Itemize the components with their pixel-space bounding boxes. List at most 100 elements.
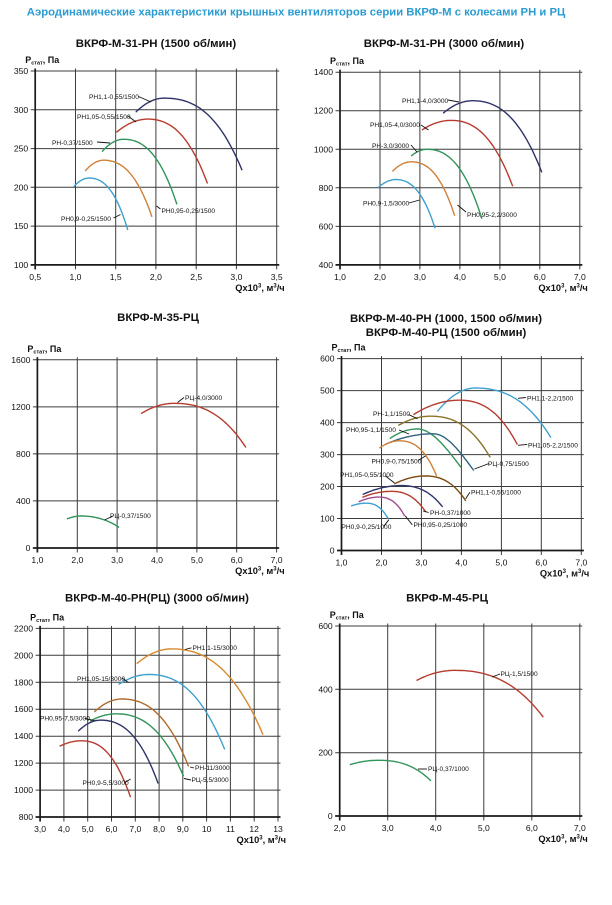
svg-text:РН0,9-0,75/1500: РН0,9-0,75/1500	[372, 459, 422, 466]
svg-text:РЦ-0,37/1000: РЦ-0,37/1000	[428, 766, 469, 773]
svg-text:200: 200	[320, 482, 335, 492]
svg-text:11: 11	[226, 824, 235, 834]
svg-text:ВКРФ-М-40-РН (1000, 1500 об/ми: ВКРФ-М-40-РН (1000, 1500 об/мин)	[350, 313, 542, 325]
svg-text:0,5: 0,5	[29, 272, 41, 282]
svg-text:РН1,1-4,0/3000: РН1,1-4,0/3000	[402, 98, 449, 105]
svg-text:1,0: 1,0	[336, 558, 348, 568]
svg-text:ВКРФ-М-35-РЦ: ВКРФ-М-35-РЦ	[117, 312, 199, 324]
svg-text:350: 350	[14, 66, 29, 76]
svg-text:Qх103, м3/ч: Qх103, м3/ч	[540, 569, 589, 579]
svg-text:Qх103, м3/ч: Qх103, м3/ч	[235, 566, 284, 576]
svg-text:9,0: 9,0	[177, 824, 189, 834]
svg-text:150: 150	[14, 221, 29, 231]
svg-text:13: 13	[273, 824, 283, 834]
svg-text:2,0: 2,0	[71, 555, 83, 565]
svg-text:РН1,05-2,2/1500: РН1,05-2,2/1500	[528, 443, 578, 450]
svg-text:7,0: 7,0	[574, 272, 586, 282]
svg-text:4,0: 4,0	[58, 824, 70, 834]
svg-text:3,0: 3,0	[111, 555, 123, 565]
svg-text:6,0: 6,0	[106, 824, 118, 834]
svg-text:РН1,1-0,55/1500: РН1,1-0,55/1500	[89, 94, 139, 101]
svg-text:500: 500	[320, 386, 335, 396]
svg-text:1,5: 1,5	[110, 272, 122, 282]
svg-text:Qх103, м3/ч: Qх103, м3/ч	[538, 283, 587, 293]
svg-text:7,0: 7,0	[129, 824, 141, 834]
svg-text:Рстат, Па: Рстат, Па	[330, 610, 365, 622]
svg-text:Рстат, Па: Рстат, Па	[27, 344, 62, 356]
svg-text:ВКРФ-М-40-РЦ (1500 об/мин): ВКРФ-М-40-РЦ (1500 об/мин)	[366, 327, 527, 339]
svg-text:6,0: 6,0	[526, 823, 538, 833]
svg-text:РН1,1-15/3000: РН1,1-15/3000	[193, 645, 238, 652]
svg-text:1,0: 1,0	[334, 272, 346, 282]
svg-text:РН0,9-5,5/3000: РН0,9-5,5/3000	[83, 780, 130, 787]
svg-text:300: 300	[14, 105, 29, 115]
svg-text:Аэродинамические характеристик: Аэродинамические характеристики крышных …	[27, 7, 566, 19]
svg-text:1200: 1200	[11, 402, 30, 412]
svg-text:6,0: 6,0	[231, 555, 243, 565]
svg-text:РЦ-1,5/1500: РЦ-1,5/1500	[501, 671, 538, 678]
svg-text:7,0: 7,0	[574, 823, 586, 833]
svg-text:Рстат, Па: Рстат, Па	[30, 612, 65, 624]
svg-text:5,0: 5,0	[191, 555, 203, 565]
svg-text:5,0: 5,0	[495, 558, 507, 568]
svg-text:1000: 1000	[14, 785, 33, 795]
svg-text:ВКРФ-М-31-РН (1500 об/мин): ВКРФ-М-31-РН (1500 об/мин)	[76, 38, 237, 50]
svg-text:1600: 1600	[11, 355, 30, 365]
svg-text:РН1,05-0,55/1000: РН1,05-0,55/1000	[340, 472, 394, 479]
svg-text:100: 100	[320, 514, 335, 524]
svg-text:РН0,9-1,5/3000: РН0,9-1,5/3000	[363, 201, 410, 208]
svg-text:400: 400	[320, 418, 335, 428]
svg-text:7,0: 7,0	[271, 555, 283, 565]
svg-text:1800: 1800	[14, 677, 33, 687]
svg-text:РН1,05-15/3000: РН1,05-15/3000	[77, 676, 125, 683]
svg-text:2200: 2200	[14, 623, 33, 633]
svg-text:3,0: 3,0	[230, 272, 242, 282]
svg-text:800: 800	[16, 449, 31, 459]
svg-text:ВКРФ-М-45-РЦ: ВКРФ-М-45-РЦ	[406, 593, 488, 605]
svg-text:ВКРФ-М-31-РН (3000 об/мин): ВКРФ-М-31-РН (3000 об/мин)	[364, 38, 525, 50]
svg-text:10: 10	[202, 824, 212, 834]
svg-text:РН-0,37/1500: РН-0,37/1500	[52, 140, 93, 147]
svg-text:6,0: 6,0	[534, 272, 546, 282]
svg-text:600: 600	[319, 221, 334, 231]
svg-text:Qх103, м3/ч: Qх103, м3/ч	[237, 835, 286, 845]
svg-text:300: 300	[320, 450, 335, 460]
svg-text:3,0: 3,0	[414, 272, 426, 282]
svg-text:250: 250	[14, 144, 29, 154]
svg-text:5,0: 5,0	[82, 824, 94, 834]
svg-text:РН0,9-0,25/1000: РН0,9-0,25/1000	[342, 524, 392, 531]
svg-text:РН-3,0/3000: РН-3,0/3000	[372, 143, 409, 150]
svg-text:Рстат, Па: Рстат, Па	[25, 55, 60, 67]
svg-text:4,0: 4,0	[454, 272, 466, 282]
svg-text:2,0: 2,0	[150, 272, 162, 282]
svg-text:1000: 1000	[314, 144, 333, 154]
svg-text:600: 600	[320, 354, 335, 364]
svg-text:Qх103, м3/ч: Qх103, м3/ч	[235, 283, 284, 293]
svg-text:РН0,95-2,2/3000: РН0,95-2,2/3000	[467, 212, 517, 219]
svg-text:РН0,95-7,5/3000: РН0,95-7,5/3000	[40, 716, 90, 723]
svg-text:5,0: 5,0	[478, 823, 490, 833]
svg-text:800: 800	[319, 183, 334, 193]
svg-text:РН-11/3000: РН-11/3000	[195, 765, 230, 772]
svg-text:3,0: 3,0	[34, 824, 46, 834]
svg-text:1,0: 1,0	[70, 272, 82, 282]
svg-text:1600: 1600	[14, 704, 33, 714]
svg-text:12: 12	[249, 824, 259, 834]
svg-text:Рстат, Па: Рстат, Па	[330, 56, 365, 68]
svg-text:Рстат, Па: Рстат, Па	[332, 343, 367, 355]
svg-text:200: 200	[318, 748, 333, 758]
svg-text:1400: 1400	[314, 67, 333, 77]
svg-text:400: 400	[318, 684, 333, 694]
svg-text:2,0: 2,0	[334, 823, 346, 833]
svg-text:5,0: 5,0	[494, 272, 506, 282]
svg-text:1400: 1400	[14, 731, 33, 741]
svg-text:7,0: 7,0	[575, 558, 587, 568]
svg-text:РЦ-0,75/1500: РЦ-0,75/1500	[488, 461, 529, 468]
svg-text:100: 100	[14, 260, 29, 270]
svg-text:3,0: 3,0	[415, 558, 427, 568]
svg-text:4,0: 4,0	[151, 555, 163, 565]
svg-text:1200: 1200	[314, 106, 333, 116]
svg-text:2000: 2000	[14, 650, 33, 660]
svg-text:200: 200	[14, 182, 29, 192]
svg-text:РЦ-4,0/3000: РЦ-4,0/3000	[185, 395, 222, 402]
